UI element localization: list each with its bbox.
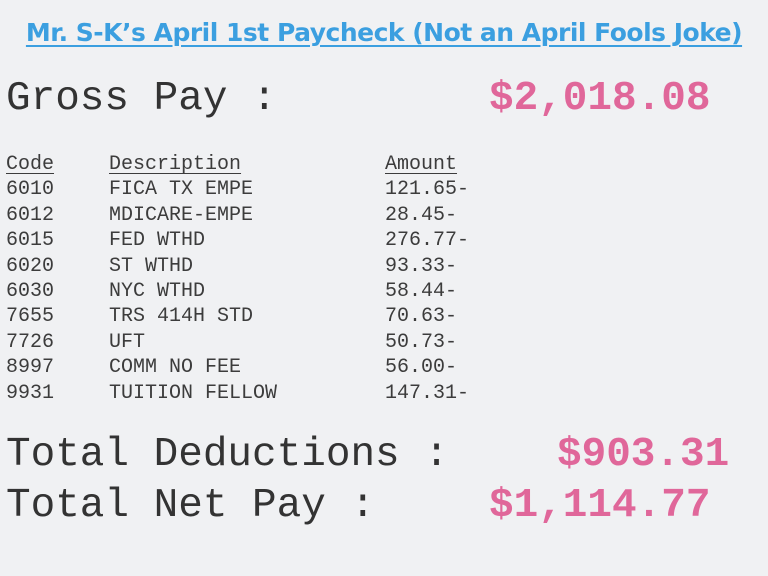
page-title: Mr. S-K’s April 1st Paycheck (Not an Apr… [25, 18, 743, 47]
row-amount: 70.63- [385, 305, 458, 329]
row-code: 6015 [6, 229, 55, 253]
row-amount: 93.33- [385, 254, 458, 278]
row-amount: 121.65- [385, 178, 470, 202]
row-description: FICA TX EMPE [109, 178, 254, 202]
row-code: 8997 [6, 356, 55, 380]
row-description: UFT [109, 330, 146, 354]
row-code: 7655 [6, 305, 55, 329]
row-amount: 58.44- [385, 279, 458, 303]
row-code: 6030 [6, 279, 55, 303]
header-amount: Amount [385, 153, 458, 176]
row-code: 6020 [6, 254, 55, 278]
row-description: ST WTHD [109, 254, 194, 278]
header-description: Description [109, 153, 242, 176]
total-net-pay-label: Total Net Pay : [6, 483, 376, 529]
row-amount: 56.00- [385, 356, 458, 380]
row-description: NYC WTHD [109, 279, 206, 303]
row-amount: 50.73- [385, 330, 458, 354]
row-amount: 28.45- [385, 203, 458, 227]
row-description: TRS 414H STD [109, 305, 254, 329]
row-description: TUITION FELLOW [109, 381, 278, 405]
row-description: FED WTHD [109, 229, 206, 253]
row-code: 6010 [6, 178, 55, 202]
row-code: 7726 [6, 330, 55, 354]
row-amount: 276.77- [385, 229, 470, 253]
row-amount: 147.31- [385, 381, 470, 405]
row-code: 6012 [6, 203, 55, 227]
header-code: Code [6, 153, 55, 176]
row-code: 9931 [6, 381, 55, 405]
row-description: COMM NO FEE [109, 356, 242, 380]
gross-pay-amount: $2,018.08 [489, 76, 711, 122]
total-net-pay-amount: $1,114.77 [489, 483, 711, 529]
row-description: MDICARE-EMPE [109, 203, 254, 227]
total-deductions-label: Total Deductions : [6, 432, 449, 478]
total-deductions-amount: $903.31 [557, 432, 730, 478]
gross-pay-label: Gross Pay : [6, 76, 277, 122]
